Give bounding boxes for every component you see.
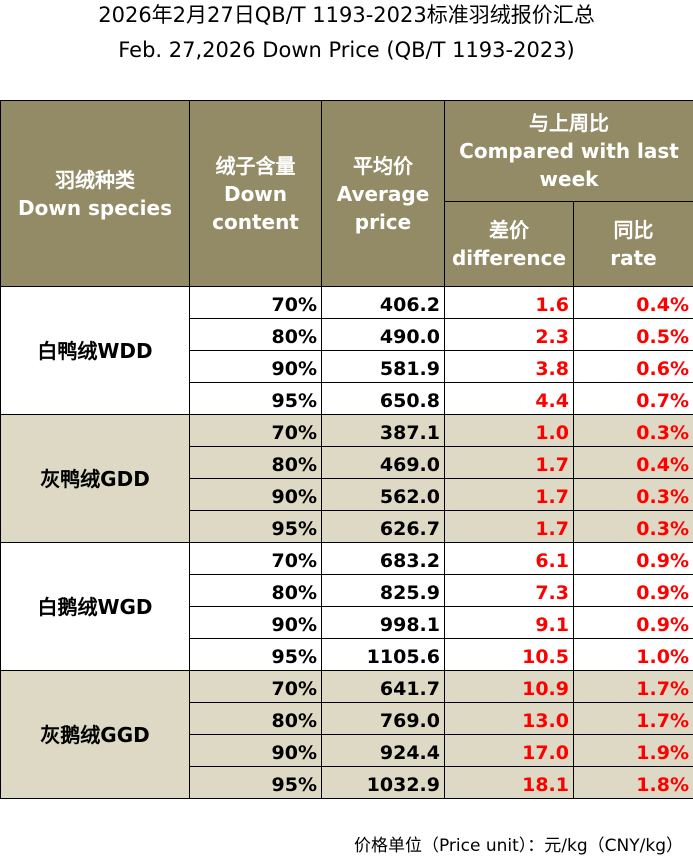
page-title-chinese: 2026年2月27日QB/T 1193-2023标准羽绒报价汇总 [98, 3, 595, 27]
table-row: 90% 998.1 9.1 0.9% [1, 606, 693, 639]
average-price-cell: 387.1 [321, 414, 445, 447]
table-row: 95% 1032.9 18.1 1.8% [1, 766, 693, 799]
rate-cell: 0.3% [573, 478, 693, 511]
difference-cell: 1.7 [444, 510, 574, 543]
rate-cell: 1.0% [573, 638, 693, 671]
rate-cell: 0.7% [573, 382, 693, 415]
table-row: 80% 825.9 7.3 0.9% [1, 574, 693, 607]
content-cell: 90% [189, 606, 322, 639]
rate-cell: 1.7% [573, 702, 693, 735]
rate-cell: 0.5% [573, 318, 693, 351]
page-title-english: Feb. 27,2026 Down Price (QB/T 1193-2023) [118, 38, 575, 62]
header-difference: 差价 difference [444, 201, 574, 287]
average-price-cell: 469.0 [321, 446, 445, 479]
species-cell: 白鹅绒WGD [0, 542, 190, 671]
content-cell: 80% [189, 318, 322, 351]
rate-cell: 0.4% [573, 446, 693, 479]
average-price-cell: 1105.6 [321, 638, 445, 671]
table-row: 95% 1105.6 10.5 1.0% [1, 638, 693, 671]
average-price-cell: 406.2 [321, 286, 445, 319]
average-price-cell: 650.8 [321, 382, 445, 415]
header-average-price: 平均价 Average price [321, 100, 445, 287]
rate-cell: 0.9% [573, 606, 693, 639]
difference-cell: 2.3 [444, 318, 574, 351]
down-price-table: 羽绒种类 Down species 绒子含量 Down content 平均价 … [0, 100, 693, 799]
content-cell: 70% [189, 286, 322, 319]
average-price-cell: 641.7 [321, 670, 445, 703]
content-cell: 90% [189, 478, 322, 511]
difference-cell: 7.3 [444, 574, 574, 607]
table-row: 80% 469.0 1.7 0.4% [1, 446, 693, 479]
difference-cell: 13.0 [444, 702, 574, 735]
table-body: 白鸭绒WDD 70% 406.2 1.6 0.4% 80% 490.0 2.3 0.5% 90% 5… [0, 286, 693, 799]
rate-cell: 0.9% [573, 542, 693, 575]
rate-cell: 0.3% [573, 414, 693, 447]
difference-cell: 1.6 [444, 286, 574, 319]
difference-cell: 9.1 [444, 606, 574, 639]
table-row: 灰鹅绒GGD 70% 641.7 10.9 1.7% [0, 670, 693, 799]
header-rate: 同比 rate [573, 201, 693, 287]
header-down-content: 绒子含量 Down content [189, 100, 322, 287]
content-cell: 70% [189, 414, 322, 447]
content-cell: 95% [189, 510, 322, 543]
table-row: 95% 626.7 1.7 0.3% [1, 510, 693, 543]
rate-cell: 1.8% [573, 766, 693, 799]
rate-cell: 1.9% [573, 734, 693, 767]
difference-cell: 6.1 [444, 542, 574, 575]
price-unit-note: 价格单位（Price unit）：元/kg（CNY/kg） [353, 836, 683, 856]
content-cell: 80% [189, 702, 322, 735]
difference-cell: 10.5 [444, 638, 574, 671]
content-cell: 90% [189, 350, 322, 383]
table-row: 灰鸭绒GDD 70% 387.1 1.0 0.3% [0, 414, 693, 543]
table-row: 80% 769.0 13.0 1.7% [1, 702, 693, 735]
average-price-cell: 924.4 [321, 734, 445, 767]
header-compared-last-week: 与上周比 Compared with last week [444, 100, 693, 202]
table-row: 白鸭绒WDD 70% 406.2 1.6 0.4% [0, 286, 693, 415]
rate-cell: 1.7% [573, 670, 693, 703]
average-price-cell: 769.0 [321, 702, 445, 735]
content-cell: 95% [189, 382, 322, 415]
average-price-cell: 626.7 [321, 510, 445, 543]
header-down-species: 羽绒种类 Down species [0, 100, 190, 287]
species-cell: 灰鹅绒GGD [0, 670, 190, 799]
species-cell: 灰鸭绒GDD [0, 414, 190, 543]
difference-cell: 17.0 [444, 734, 574, 767]
table-row: 95% 650.8 4.4 0.7% [1, 382, 693, 415]
difference-cell: 18.1 [444, 766, 574, 799]
content-cell: 80% [189, 574, 322, 607]
content-cell: 70% [189, 670, 322, 703]
average-price-cell: 683.2 [321, 542, 445, 575]
average-price-cell: 490.0 [321, 318, 445, 351]
content-cell: 80% [189, 446, 322, 479]
content-cell: 70% [189, 542, 322, 575]
average-price-cell: 562.0 [321, 478, 445, 511]
difference-cell: 4.4 [444, 382, 574, 415]
content-cell: 95% [189, 638, 322, 671]
difference-cell: 1.0 [444, 414, 574, 447]
table-row: 90% 581.9 3.8 0.6% [1, 350, 693, 383]
average-price-cell: 998.1 [321, 606, 445, 639]
difference-cell: 1.7 [444, 446, 574, 479]
difference-cell: 1.7 [444, 478, 574, 511]
average-price-cell: 581.9 [321, 350, 445, 383]
rate-cell: 0.9% [573, 574, 693, 607]
rate-cell: 0.3% [573, 510, 693, 543]
difference-cell: 10.9 [444, 670, 574, 703]
content-cell: 95% [189, 766, 322, 799]
rate-cell: 0.6% [573, 350, 693, 383]
average-price-cell: 1032.9 [321, 766, 445, 799]
species-cell: 白鸭绒WDD [0, 286, 190, 415]
average-price-cell: 825.9 [321, 574, 445, 607]
table-row: 80% 490.0 2.3 0.5% [1, 318, 693, 351]
table-row: 白鹅绒WGD 70% 683.2 6.1 0.9% [0, 542, 693, 671]
content-cell: 90% [189, 734, 322, 767]
rate-cell: 0.4% [573, 286, 693, 319]
difference-cell: 3.8 [444, 350, 574, 383]
